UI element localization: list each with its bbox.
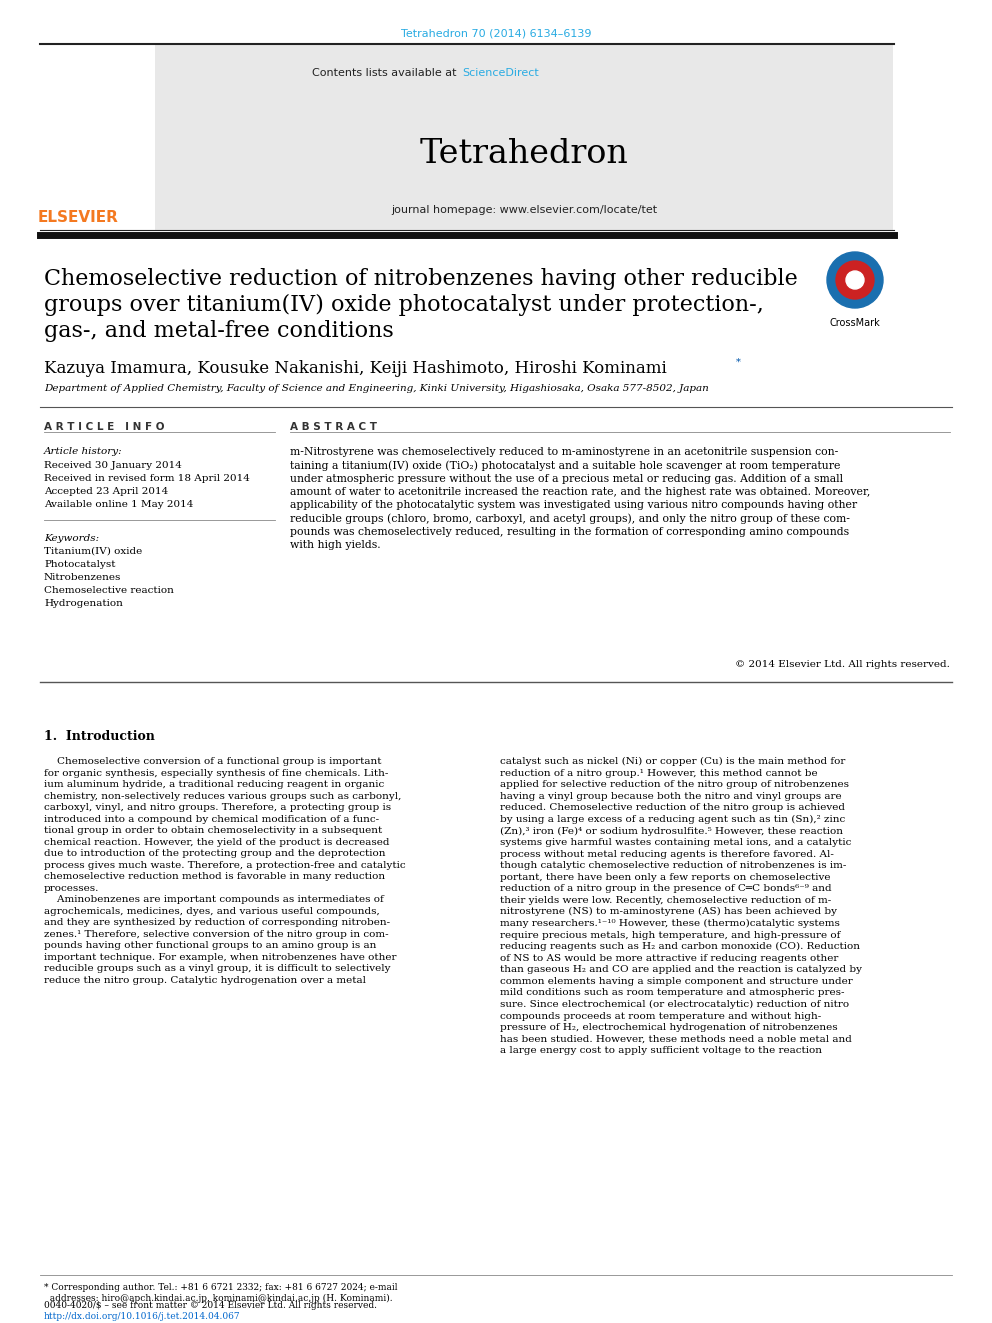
Text: ScienceDirect: ScienceDirect — [462, 67, 539, 78]
Bar — [155, 44, 893, 230]
Text: A R T I C L E   I N F O: A R T I C L E I N F O — [44, 422, 165, 433]
Text: journal homepage: www.elsevier.com/locate/tet: journal homepage: www.elsevier.com/locat… — [391, 205, 657, 216]
Text: Keywords:: Keywords: — [44, 534, 99, 542]
Text: catalyst such as nickel (Ni) or copper (Cu) is the main method for
reduction of : catalyst such as nickel (Ni) or copper (… — [500, 757, 862, 1056]
Text: Kazuya Imamura, Kousuke Nakanishi, Keiji Hashimoto, Hiroshi Kominami: Kazuya Imamura, Kousuke Nakanishi, Keiji… — [44, 360, 667, 377]
Text: Hydrogenation: Hydrogenation — [44, 599, 123, 609]
Text: Accepted 23 April 2014: Accepted 23 April 2014 — [44, 487, 169, 496]
Text: Received in revised form 18 April 2014: Received in revised form 18 April 2014 — [44, 474, 250, 483]
Text: Article history:: Article history: — [44, 447, 123, 456]
Text: Tetrahedron 70 (2014) 6134–6139: Tetrahedron 70 (2014) 6134–6139 — [401, 28, 591, 38]
Text: © 2014 Elsevier Ltd. All rights reserved.: © 2014 Elsevier Ltd. All rights reserved… — [735, 660, 950, 669]
Circle shape — [827, 251, 883, 308]
Text: Tetrahedron: Tetrahedron — [420, 138, 628, 169]
Text: Photocatalyst: Photocatalyst — [44, 560, 115, 569]
Text: gas-, and metal-free conditions: gas-, and metal-free conditions — [44, 320, 394, 343]
Text: Received 30 January 2014: Received 30 January 2014 — [44, 460, 182, 470]
Circle shape — [846, 271, 864, 288]
Text: *: * — [736, 359, 741, 366]
Circle shape — [836, 261, 874, 299]
Text: A B S T R A C T: A B S T R A C T — [290, 422, 377, 433]
Text: http://dx.doi.org/10.1016/j.tet.2014.04.067: http://dx.doi.org/10.1016/j.tet.2014.04.… — [44, 1312, 241, 1320]
Text: Chemoselective reaction: Chemoselective reaction — [44, 586, 174, 595]
Text: groups over titanium(IV) oxide photocatalyst under protection-,: groups over titanium(IV) oxide photocata… — [44, 294, 764, 316]
Text: Titanium(IV) oxide: Titanium(IV) oxide — [44, 546, 142, 556]
Text: Available online 1 May 2014: Available online 1 May 2014 — [44, 500, 193, 509]
Text: 0040-4020/$ – see front matter © 2014 Elsevier Ltd. All rights reserved.: 0040-4020/$ – see front matter © 2014 El… — [44, 1301, 377, 1310]
Text: Department of Applied Chemistry, Faculty of Science and Engineering, Kinki Unive: Department of Applied Chemistry, Faculty… — [44, 384, 708, 393]
Text: Chemoselective conversion of a functional group is important
for organic synthes: Chemoselective conversion of a functiona… — [44, 757, 406, 984]
Text: m-Nitrostyrene was chemoselectively reduced to m-aminostyrene in an acetonitrile: m-Nitrostyrene was chemoselectively redu… — [290, 447, 870, 550]
Text: * Corresponding author. Tel.: +81 6 6721 2332; fax: +81 6 6727 2024; e-mail
  ad: * Corresponding author. Tel.: +81 6 6721… — [44, 1283, 398, 1303]
Text: Chemoselective reduction of nitrobenzenes having other reducible: Chemoselective reduction of nitrobenzene… — [44, 269, 798, 290]
Text: Contents lists available at: Contents lists available at — [312, 67, 460, 78]
Text: Nitrobenzenes: Nitrobenzenes — [44, 573, 121, 582]
Text: ELSEVIER: ELSEVIER — [38, 210, 118, 225]
Text: CrossMark: CrossMark — [829, 318, 880, 328]
Text: 1.  Introduction: 1. Introduction — [44, 730, 155, 744]
